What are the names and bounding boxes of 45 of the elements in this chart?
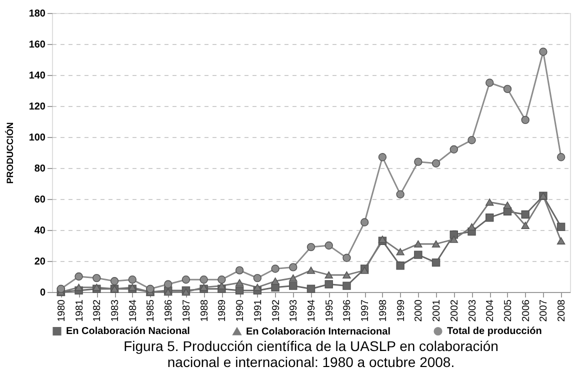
y-tick-label: 100 <box>28 132 46 144</box>
x-tick-label: 1998 <box>378 299 389 322</box>
y-tick-label: 20 <box>34 256 46 268</box>
x-tick-label: 1986 <box>164 299 175 322</box>
y-tick-label: 160 <box>28 40 46 50</box>
y-tick-label: 120 <box>28 102 46 112</box>
x-tick-label: 1991 <box>252 299 264 322</box>
y-tick-label: 140 <box>28 70 46 82</box>
x-tick-label: 1988 <box>199 299 210 322</box>
x-tick-label: 2004 <box>485 299 496 322</box>
x-tick-label: 2003 <box>467 299 478 322</box>
y-tick-label: 40 <box>34 226 46 236</box>
x-tick-label: 1993 <box>288 299 300 322</box>
x-tick-label: 2008 <box>556 299 568 322</box>
x-tick-label: 1990 <box>235 299 246 322</box>
x-tick-label: 2005 <box>502 299 514 322</box>
text: Figura 5. Producción científica de la UASLP en colaboración <box>124 338 498 354</box>
x-tick-label: 1987 <box>181 299 192 322</box>
x-tick-label: 1984 <box>128 299 139 322</box>
x-tick-label: 2002 <box>449 299 460 322</box>
x-tick-label: 2006 <box>520 299 532 322</box>
x-tick-label: 1985 <box>146 299 157 322</box>
legend-label: Total de producción <box>447 326 542 338</box>
x-tick-label: 1981 <box>74 299 86 322</box>
x-tick-label: 2001 <box>432 299 443 322</box>
x-tick-label: 2007 <box>538 299 550 322</box>
y-tick-label: 180 <box>28 8 46 20</box>
legend-label: En Colaboración Internacional <box>246 326 391 338</box>
x-tick-label: 1999 <box>396 299 407 322</box>
x-tick-label: 1989 <box>217 299 228 322</box>
x-tick-label: 1983 <box>110 299 122 322</box>
x-tick-label: 1992 <box>270 299 282 322</box>
x-tick-label: 2000 <box>414 299 425 322</box>
x-tick-label: 1994 <box>306 299 318 322</box>
x-tick-label: 1995 <box>324 299 336 322</box>
text: nacional e internacional: 1980 a octubre 2008. <box>167 354 455 370</box>
x-tick-label: 1982 <box>92 299 104 322</box>
y-tick-label: 60 <box>34 194 46 206</box>
x-tick-label: 1980 <box>56 299 68 322</box>
y-tick-label: 80 <box>34 164 46 174</box>
y-tick-label: 0 <box>40 288 46 298</box>
legend-label: En Colaboración Nacional <box>66 326 190 338</box>
x-tick-label: 1997 <box>360 299 372 322</box>
y-axis-title: PRODUCCIÓN <box>4 122 15 184</box>
x-tick-label: 1996 <box>342 299 354 322</box>
